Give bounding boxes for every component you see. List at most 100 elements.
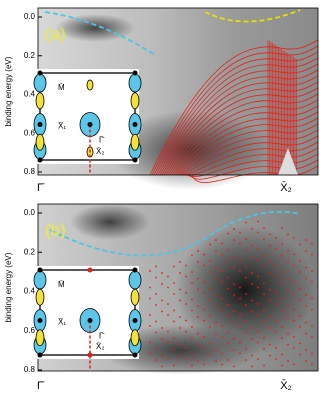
calc-state [311,336,313,338]
y-tick-label: 0.6 [24,128,36,137]
calc-band [179,129,319,176]
y-tick-label: 0.0 [24,12,36,21]
calc-state [215,294,217,296]
calc-state [293,308,295,311]
calc-state [275,264,277,267]
calc-state [251,299,253,302]
zone-point [37,352,43,358]
calc-state [221,363,223,366]
calc-state [227,331,229,334]
calc-band [181,135,319,176]
calc-band [189,159,319,180]
y-tick-label: 0.8 [24,365,36,374]
calc-state [293,253,295,256]
calc-state [287,233,289,236]
calc-state [281,326,283,328]
calc-state [221,242,223,245]
calc-state [227,342,229,345]
calc-state [245,265,247,268]
calc-state [257,259,259,261]
calc-state [161,310,163,313]
calc-state [263,364,265,367]
y-tick-label: 0.4 [24,90,36,99]
calc-state [197,305,199,307]
calc-state [203,264,205,267]
calc-state [161,272,163,274]
calc-state [233,365,235,368]
calc-state [287,360,289,362]
calc-state [287,332,289,335]
calc-state [239,341,241,344]
calc-state [305,266,307,269]
calc-state [251,365,253,368]
calc-state [197,288,199,291]
calc-state [185,292,187,294]
calc-state [299,243,301,246]
calc-state [185,347,187,349]
calc-state [191,326,193,328]
calc-state [179,354,181,357]
calc-state [233,283,235,285]
calc-band [165,87,319,176]
calc-state [149,325,151,327]
pocket [35,288,45,306]
calc-state [185,303,187,305]
calc-state [173,320,175,323]
panel-label: (b) [45,220,66,239]
calc-state [191,271,193,273]
pocket [128,73,142,93]
x-label: X̄₂ [280,379,292,392]
calc-state [215,305,217,307]
calc-state [221,297,223,300]
calc-state [275,330,277,333]
calc-state [155,348,157,350]
calc-state [233,294,235,296]
calc-state [269,288,271,291]
calc-state [185,358,187,360]
calc-state [215,360,217,362]
y-axis-label: binding energy (eV) [4,252,13,322]
calc-state [263,227,265,229]
calc-state [209,342,211,345]
calc-state [281,298,283,301]
calc-state [299,342,301,345]
calc-state [263,293,265,295]
calc-state [167,303,169,305]
calc-state [305,250,307,252]
x-label: Γ̄ [37,380,45,392]
calc-band [187,153,319,177]
calc-state [245,320,247,323]
calc-state [167,286,169,289]
calc-band [169,99,319,176]
inset-label: Γ̄ [99,136,105,145]
calc-state [281,337,283,339]
calc-state [245,238,247,240]
zone-point [37,157,43,163]
calc-state [293,319,295,322]
calc-band [159,69,319,176]
calc-state [203,363,205,366]
calc-state [227,359,229,361]
calc-state [179,299,181,302]
calc-state [305,321,307,324]
dark-band [100,325,260,375]
calc-state [257,341,259,344]
calc-state [245,249,247,251]
calc-state [173,293,175,295]
y-tick-label: 0.6 [24,326,36,335]
calc-state [287,343,289,346]
gap [278,148,298,175]
zone-point [132,352,138,358]
calc-state [173,309,175,312]
calc-state [185,330,187,333]
inset-label: M̄ [58,280,65,289]
calc-state [287,305,289,307]
calc-band [151,45,319,176]
calc-state [311,308,313,311]
calc-state [305,349,307,351]
calc-state [221,253,223,256]
calc-state [239,297,241,300]
calc-state [299,260,301,262]
calc-state [257,358,259,360]
